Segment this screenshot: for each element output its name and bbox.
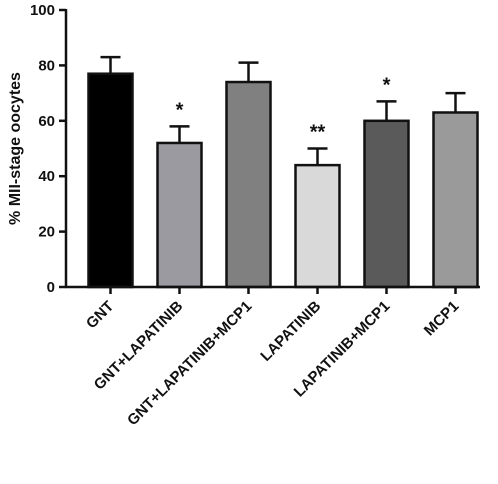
significance-marker: *: [383, 74, 391, 96]
y-axis: 0 20 40 60 80 100: [30, 2, 68, 296]
x-tick-label: GNT+LAPATINIB+MCP1: [124, 298, 255, 429]
y-tick-label: 100: [30, 2, 55, 19]
y-tick-label: 0: [47, 279, 55, 296]
y-tick-label: 40: [38, 168, 55, 185]
y-tick-label: 60: [38, 113, 55, 130]
significance-marker: *: [176, 99, 184, 121]
error-bars: [100, 55, 466, 166]
bar-gnt-lapatinib-mcp1: [225, 80, 272, 289]
bars: [87, 72, 479, 289]
x-tick-label: MCP1: [421, 298, 462, 339]
bar-mcp1: [432, 111, 479, 289]
significance-marker: **: [310, 122, 326, 144]
bar-lapatinib: [294, 163, 341, 289]
x-tick-label: GNT: [83, 298, 117, 332]
x-tick-label: LAPATINIB: [257, 298, 324, 365]
y-axis-title: % MII-stage oocytes: [7, 72, 24, 225]
y-tick-label: 20: [38, 224, 55, 241]
bar-gnt: [87, 72, 134, 289]
significance-markers: ****: [176, 74, 391, 143]
y-tick-label: 80: [38, 57, 55, 74]
bar-lapatinib-mcp1: [363, 119, 410, 289]
bar-gnt-lapatinib: [156, 141, 203, 289]
